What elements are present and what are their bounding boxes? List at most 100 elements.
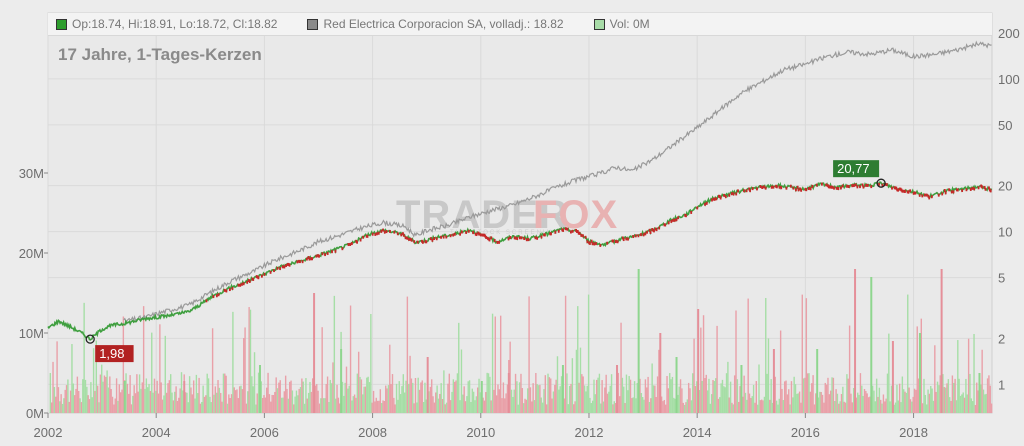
volume-bar <box>602 401 605 413</box>
volume-bar <box>788 389 790 413</box>
candle-down <box>544 233 546 237</box>
volume-bar <box>971 401 974 413</box>
candle-down <box>952 190 955 194</box>
x-tick-label: 2016 <box>791 425 820 440</box>
candle-down <box>239 283 242 287</box>
volume-bar <box>740 365 743 413</box>
y-tick-label-right: 100 <box>998 72 1020 87</box>
volume-bar <box>801 294 803 413</box>
volume-bar <box>186 392 188 413</box>
candle-down <box>914 191 917 195</box>
candle-down <box>805 188 808 192</box>
candle-down <box>621 236 624 240</box>
volume-bar <box>932 400 935 413</box>
candle-down <box>984 187 987 191</box>
volume-bar <box>524 398 526 413</box>
volume-bar <box>238 386 241 413</box>
volume-bar <box>721 379 724 413</box>
volume-bar <box>410 378 413 413</box>
volume-bar <box>96 385 99 413</box>
volume-bar <box>321 327 323 413</box>
legend-compare-swatch <box>307 18 319 30</box>
volume-bar <box>984 394 986 413</box>
candle-down <box>737 189 739 193</box>
volume-bar <box>664 404 667 413</box>
candle-down <box>907 190 910 194</box>
volume-bar <box>443 370 445 413</box>
volume-bar <box>869 396 871 413</box>
volume-bar <box>122 316 125 413</box>
volume-bar <box>485 392 487 413</box>
volume-bar <box>432 396 434 413</box>
volume-bar <box>646 387 648 413</box>
volume-bar <box>59 401 61 413</box>
candle-down <box>723 193 726 197</box>
volume-bar <box>719 397 721 413</box>
volume-bar <box>194 398 196 413</box>
volume-bar <box>440 383 442 413</box>
volume-bar <box>632 397 634 413</box>
candle-down <box>743 189 745 193</box>
volume-bar <box>579 347 582 413</box>
volume-bar <box>302 381 304 413</box>
volume-bar <box>640 392 643 413</box>
volume-bar <box>667 388 670 413</box>
candle-down <box>301 260 304 264</box>
legend-compare[interactable]: Red Electrica Corporacion SA, volladj.: … <box>307 17 564 31</box>
volume-bar <box>389 344 391 413</box>
volume-bar <box>750 397 752 413</box>
candle-down <box>833 186 835 190</box>
volume-bar <box>471 388 473 413</box>
volume-bar <box>184 392 187 413</box>
volume-bar <box>828 394 831 413</box>
volume-bar <box>213 394 215 413</box>
legend-volume[interactable]: Vol: 0M <box>593 17 650 31</box>
volume-bar <box>953 382 955 413</box>
volume-bar <box>426 357 429 413</box>
candle-down <box>562 228 565 232</box>
legend-ohlc[interactable]: Op:18.74, Hi:18.91, Lo:18.72, Cl:18.82 <box>56 17 277 31</box>
volume-bar <box>842 386 844 413</box>
volume-bar <box>282 397 284 413</box>
volume-bar <box>318 403 321 413</box>
volume-bar <box>293 404 295 413</box>
volume-bar <box>226 403 229 413</box>
volume-bar <box>203 396 206 413</box>
volume-bar <box>566 373 568 413</box>
volume-bar <box>160 382 162 413</box>
volume-bar <box>550 378 552 413</box>
volume-bar <box>109 376 111 413</box>
candle-down <box>564 227 567 231</box>
candle-down <box>569 230 572 234</box>
volume-bar <box>548 377 551 413</box>
volume-bar <box>844 402 847 413</box>
volume-bar <box>855 397 858 413</box>
volume-bar <box>852 387 855 413</box>
candle-down <box>811 184 814 188</box>
candle-down <box>410 238 413 242</box>
volume-bar <box>479 392 482 413</box>
volume-bar <box>859 373 862 413</box>
candle-down <box>625 237 628 241</box>
volume-bar <box>659 333 662 413</box>
volume-bar <box>144 388 146 413</box>
candle-down <box>825 183 828 187</box>
volume-bar <box>924 394 927 413</box>
volume-bar <box>182 390 184 413</box>
volume-bar <box>257 372 260 413</box>
volume-bar <box>57 387 60 413</box>
y-axis-right: 1 2 5 10 20 50 100 200 <box>998 26 1020 393</box>
volume-bar <box>568 386 571 413</box>
candle-down <box>912 191 915 195</box>
volume-bar <box>881 403 883 413</box>
volume-bar <box>890 385 893 413</box>
candle-down <box>285 264 288 268</box>
volume-bar <box>793 376 795 413</box>
volume-bar <box>628 376 630 413</box>
candle-down <box>937 193 940 197</box>
volume-bar <box>439 393 441 413</box>
candle-down <box>496 240 499 244</box>
volume-bar <box>552 391 555 413</box>
volume-bar <box>504 398 506 413</box>
